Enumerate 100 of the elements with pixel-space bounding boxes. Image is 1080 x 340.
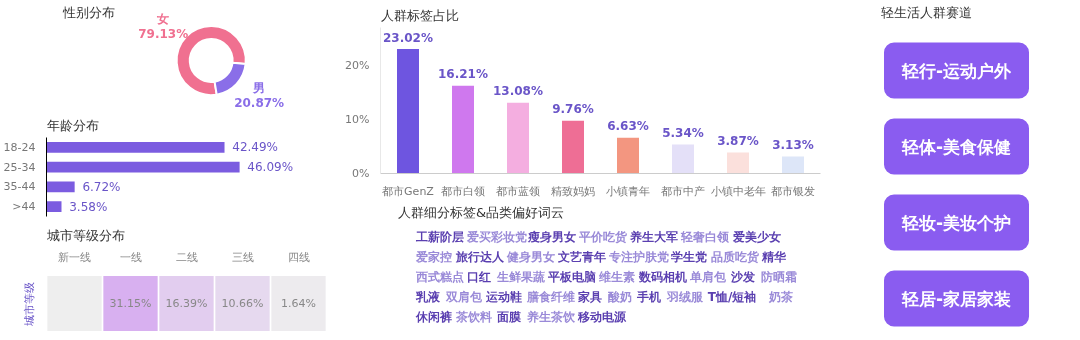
bar bbox=[46, 161, 240, 173]
data-label: 79.13% bbox=[138, 27, 189, 42]
data-label: 1.64% bbox=[281, 297, 316, 310]
chart-title: 年龄分布 bbox=[46, 117, 99, 133]
text: 专注护肤党 bbox=[608, 249, 670, 264]
text: 面膜 bbox=[495, 309, 521, 324]
text: 茶饮料 bbox=[455, 309, 493, 324]
bar bbox=[507, 102, 529, 174]
data-label: 16.39% bbox=[165, 297, 208, 310]
text: 单肩包 bbox=[689, 269, 728, 284]
x-tick-label: 新一线 bbox=[58, 250, 91, 264]
data-label: 16.21% bbox=[438, 67, 488, 82]
text: 羽绒服 bbox=[666, 289, 705, 304]
text: 文艺青年 bbox=[557, 249, 607, 264]
text: 轻奢白领 bbox=[680, 229, 731, 244]
x-tick-label: 都市银发 bbox=[771, 184, 815, 198]
bar bbox=[46, 181, 75, 193]
bar bbox=[397, 49, 419, 174]
text: 数码相机 bbox=[638, 269, 688, 284]
text: 人群细分标签&品类偏好词云 bbox=[398, 205, 565, 220]
x-tick-label: 二线 bbox=[175, 250, 198, 264]
y-axis-title: 城市等级 bbox=[22, 281, 36, 327]
x-tick-label: 都市蓝领 bbox=[496, 184, 540, 198]
text: 维生素 bbox=[597, 269, 635, 284]
bar bbox=[672, 144, 694, 174]
y-tick-label: 25-34 bbox=[3, 160, 36, 174]
data-label: 46.09% bbox=[247, 160, 294, 175]
text: 旅行达人 bbox=[455, 249, 506, 264]
bar bbox=[46, 201, 62, 213]
data-label: 9.76% bbox=[552, 102, 594, 117]
data-label: 31.15% bbox=[109, 297, 152, 310]
data-label: 3.58% bbox=[69, 199, 108, 214]
text: 爱家控 bbox=[414, 249, 452, 264]
x-tick-label: 三线 bbox=[231, 250, 254, 264]
category-label: 轻体-美食保健 bbox=[900, 136, 1012, 157]
category-label: 轻行-运动户外 bbox=[900, 60, 1013, 81]
x-tick-label: 都市GenZ bbox=[382, 184, 435, 198]
data-label: 20.87% bbox=[234, 95, 285, 110]
bar bbox=[562, 120, 584, 174]
text: 西式糕点 bbox=[414, 269, 464, 284]
y-tick-label: 0% bbox=[352, 167, 370, 180]
text: 瘦身男女 bbox=[527, 229, 577, 244]
data-label: 23.02% bbox=[383, 30, 433, 45]
x-tick-label: 小镇青年 bbox=[606, 184, 650, 198]
text: 运动鞋 bbox=[485, 289, 523, 304]
text: 轻生活人群赛道 bbox=[880, 5, 972, 20]
y-tick-label: 10% bbox=[345, 112, 370, 126]
text: 双肩包 bbox=[444, 289, 483, 304]
bar bbox=[727, 152, 749, 174]
bar bbox=[782, 156, 804, 174]
text: 家具 bbox=[576, 289, 602, 304]
text: 口红 bbox=[466, 269, 491, 284]
slice-label: 男 bbox=[252, 80, 266, 95]
text: T恤/短袖 bbox=[707, 289, 757, 304]
data-label: 42.49% bbox=[232, 140, 279, 155]
chart-title: 城市等级分布 bbox=[45, 227, 125, 243]
category-label: 轻居-家居家装 bbox=[900, 288, 1012, 309]
x-tick-label: 四线 bbox=[287, 250, 310, 264]
data-label: 10.66% bbox=[221, 297, 264, 310]
x-tick-label: 小镇中老年 bbox=[710, 184, 766, 198]
text: 休闲裤 bbox=[414, 309, 452, 324]
slice-label: 女 bbox=[156, 12, 170, 27]
text: 膳食纤维 bbox=[525, 289, 575, 304]
text: 精华 bbox=[761, 249, 788, 264]
category-label: 轻妆-美妆个护 bbox=[900, 212, 1012, 233]
text: 健身男女 bbox=[506, 249, 556, 264]
text: 品质吃货 bbox=[711, 249, 761, 264]
data-label: 5.34% bbox=[662, 126, 704, 141]
text: 移动电源 bbox=[576, 309, 627, 324]
text: 沙发 bbox=[729, 269, 755, 284]
text: 学生党 bbox=[670, 249, 707, 264]
text: 爱买彩妆党 bbox=[465, 229, 527, 244]
bar bbox=[452, 85, 474, 174]
y-tick-label: 35-44 bbox=[3, 180, 36, 194]
data-label: 6.63% bbox=[607, 119, 649, 134]
text: 酸奶 bbox=[607, 289, 632, 304]
x-tick-label: 一线 bbox=[119, 250, 142, 264]
text: 乳液 bbox=[414, 289, 441, 304]
y-tick-label: >44 bbox=[12, 200, 36, 214]
y-tick-label: 20% bbox=[345, 58, 370, 72]
text: 爱美少女 bbox=[731, 229, 781, 244]
y-tick-label: 18-24 bbox=[3, 140, 36, 154]
text: 养生大军 bbox=[629, 229, 679, 244]
chart-title: 人群标签占比 bbox=[380, 7, 459, 23]
text: 平价吃货 bbox=[578, 229, 629, 244]
data-label: 3.13% bbox=[772, 138, 814, 153]
text: 工薪阶层 bbox=[414, 229, 464, 244]
data-label: 6.72% bbox=[82, 179, 121, 194]
data-label: 3.87% bbox=[717, 134, 759, 149]
bar bbox=[46, 141, 225, 153]
x-tick-label: 都市中产 bbox=[661, 184, 705, 198]
text: 平板电脑 bbox=[546, 269, 596, 284]
text: 生鲜果蔬 bbox=[495, 269, 545, 284]
text: 手机 bbox=[636, 289, 662, 304]
text: 养生茶饮 bbox=[525, 309, 576, 324]
x-tick-label: 都市白领 bbox=[441, 184, 485, 198]
text: 奶茶 bbox=[768, 289, 794, 304]
text: 防晒霜 bbox=[760, 269, 797, 284]
x-tick-label: 精致妈妈 bbox=[551, 184, 595, 198]
chart-title: 性别分布 bbox=[61, 5, 115, 20]
